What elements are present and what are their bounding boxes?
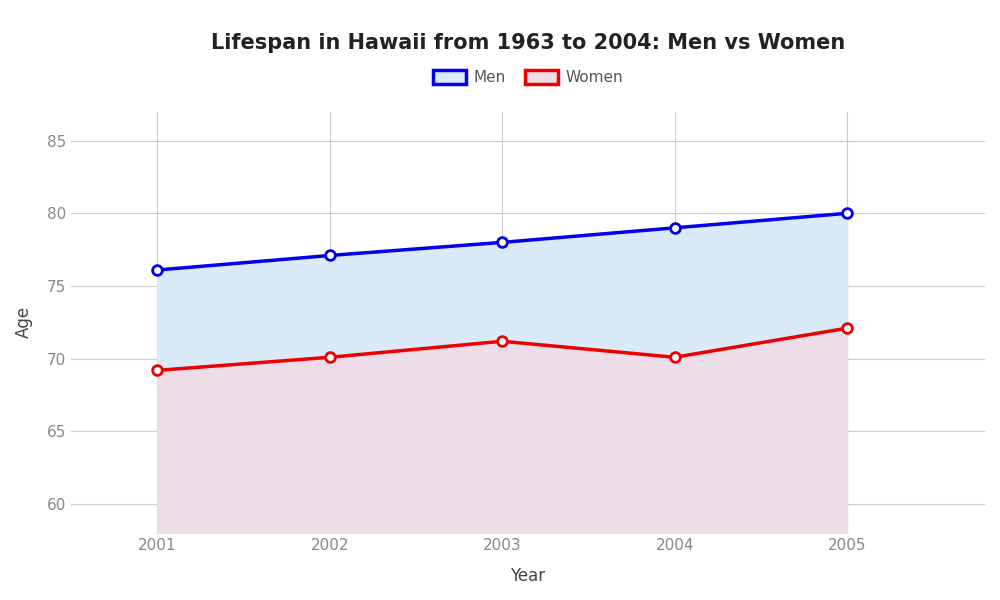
Legend: Men, Women: Men, Women [427, 64, 630, 92]
Title: Lifespan in Hawaii from 1963 to 2004: Men vs Women: Lifespan in Hawaii from 1963 to 2004: Me… [211, 33, 845, 53]
Y-axis label: Age: Age [15, 307, 33, 338]
X-axis label: Year: Year [511, 567, 546, 585]
